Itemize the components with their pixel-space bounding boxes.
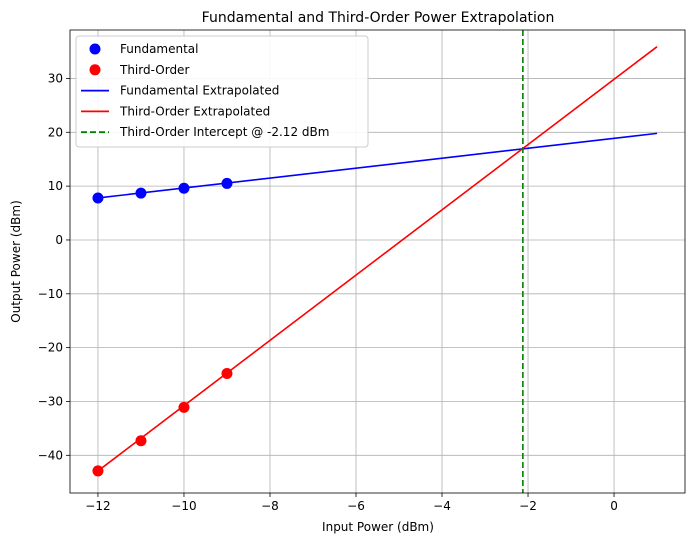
legend-item: Third-Order Intercept @ -2.12 dBm [81,125,329,139]
series-third-order-extrapolated [97,46,658,472]
y-tick-label: 20 [48,125,63,139]
legend-marker [89,64,101,76]
plot-series [92,30,658,493]
legend-marker [89,43,101,55]
y-tick-label: 10 [48,179,63,193]
series-fundamental [92,177,233,204]
legend-item: Third-Order Extrapolated [81,104,270,118]
series-line [97,132,658,199]
y-tick-label: −20 [38,341,63,355]
y-tick-label: −40 [38,448,63,462]
data-point [178,182,190,194]
data-point [221,367,233,379]
data-point [135,187,147,199]
y-axis-label: Output Power (dBm) [9,200,23,323]
data-point [221,177,233,189]
legend-label: Third-Order Intercept @ -2.12 dBm [119,125,329,139]
x-tick-label: −6 [347,499,365,513]
data-point [135,435,147,447]
legend: Fundamental Third-Order Fundamental Extrap… [75,35,369,148]
x-tick-label: −12 [85,499,110,513]
legend-label: Fundamental Extrapolated [120,84,279,98]
y-tick-label: −10 [38,287,63,301]
legend-box [75,35,369,148]
legend-label: Fundamental [120,42,199,56]
data-point [92,192,104,204]
x-tick-label: −8 [261,499,279,513]
data-point [178,401,190,413]
data-point [92,465,104,477]
x-axis-label: Input Power (dBm) [322,520,434,534]
legend-label: Third-Order [119,63,189,77]
x-tick-label: −10 [171,499,196,513]
plot-frame [69,29,686,494]
x-tick-label: −4 [433,499,451,513]
series-third-order [92,367,233,477]
series-fundamental-extrapolated [97,132,658,199]
x-tick-label: −2 [519,499,537,513]
legend-label: Third-Order Extrapolated [119,104,270,118]
chart-title: Fundamental and Third-Order Power Extrap… [202,10,555,26]
legend-item: Third-Order [89,63,189,77]
gridlines [70,30,685,493]
legend-item: Fundamental Extrapolated [81,84,279,98]
y-tick-label: −30 [38,394,63,408]
legend-item: Fundamental [89,42,199,56]
y-tick-label: 30 [48,71,63,85]
series-line [97,46,658,472]
y-tick-label: 0 [55,233,63,247]
x-tick-label: 0 [610,499,618,513]
